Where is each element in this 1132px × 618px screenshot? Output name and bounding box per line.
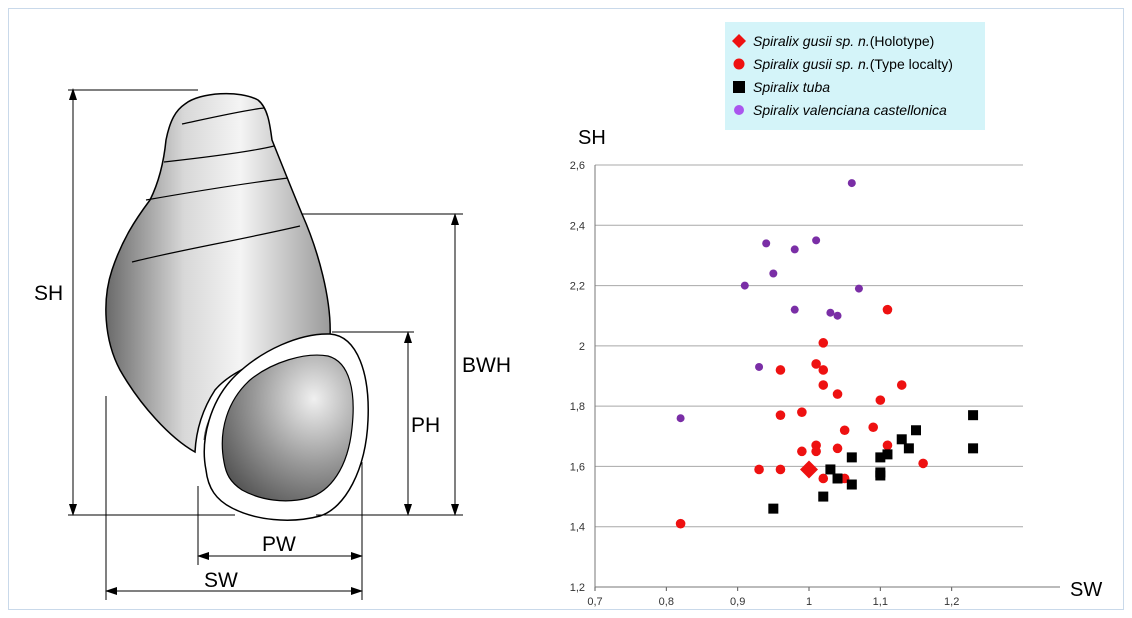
data-point (832, 389, 843, 399)
legend-species-name: Spiralix gusii sp. n. (753, 56, 870, 72)
legend-marker-square (725, 81, 753, 93)
x-tick-label: 1 (806, 596, 812, 608)
data-point (968, 410, 979, 421)
data-point (676, 414, 685, 423)
scatter-chart: 1,2 1,4 1,6 1,8 2 2,2 2,4 2,6 0,7 0,8 0,9 1 1,1 1,2 … (570, 127, 1103, 608)
data-point (797, 407, 807, 417)
data-point (818, 338, 829, 348)
legend-item-valenciana: Spiralix valenciana castellonica (725, 99, 947, 121)
data-point (768, 503, 779, 514)
x-axis-label: SW (1070, 579, 1102, 601)
data-point (911, 425, 921, 436)
legend-item-type-locality: Spiralix gusii sp. n. (Type localty) (725, 53, 953, 75)
data-point (790, 245, 799, 254)
data-point (882, 449, 893, 460)
figure-frame (8, 8, 1124, 610)
shell-body (105, 92, 331, 454)
data-points (675, 179, 979, 529)
data-point (775, 365, 786, 375)
data-point (968, 443, 979, 454)
legend-marker-circle-red (725, 58, 753, 70)
data-point (811, 359, 821, 369)
pw-label: PW (262, 533, 296, 556)
data-point (755, 362, 764, 371)
shell-diagram: SH BWH PH PW SW (34, 88, 511, 600)
data-point (818, 491, 829, 502)
legend-item-tuba: Spiralix tuba (725, 76, 830, 98)
data-point (854, 284, 863, 293)
data-point (740, 281, 749, 290)
data-point-holotype (800, 460, 818, 479)
data-point (812, 236, 821, 245)
y-tick-label: 2,6 (570, 160, 585, 172)
y-tick-labels: 1,2 1,4 1,6 1,8 2 2,2 2,4 2,6 (570, 160, 585, 594)
legend-suffix: (Type localty) (869, 56, 953, 72)
legend-species-name: Spiralix gusii sp. n. (753, 33, 870, 49)
data-point (875, 452, 886, 463)
y-axis-label: SH (578, 127, 606, 149)
y-tick-label: 1,2 (570, 582, 585, 594)
y-tick-label: 1,6 (570, 461, 585, 473)
data-point (832, 443, 843, 454)
sw-label: SW (204, 569, 238, 592)
data-point (790, 305, 799, 314)
data-point (846, 479, 857, 490)
suture-2 (163, 145, 275, 163)
x-tick-label: 1,2 (944, 596, 959, 608)
y-tick-label: 2,4 (570, 220, 585, 232)
legend-species-name: Spiralix tuba (753, 79, 831, 95)
data-point (811, 446, 821, 457)
aperture-opening (221, 354, 354, 502)
sh-label: SH (34, 282, 63, 305)
data-point (875, 395, 886, 405)
data-point (832, 473, 843, 484)
data-point (775, 464, 786, 475)
suture-1 (181, 107, 265, 125)
data-point (839, 425, 850, 436)
y-tick-label: 1,8 (570, 401, 585, 413)
x-tick-label: 0,9 (730, 596, 745, 608)
data-point (818, 365, 829, 375)
x-tick-label: 1,1 (873, 596, 888, 608)
axes (594, 165, 1060, 591)
x-tick-label: 0,8 (659, 596, 674, 608)
y-tick-label: 2 (579, 341, 585, 353)
x-tick-labels: 0,7 0,8 0,9 1 1,1 1,2 (587, 596, 959, 608)
data-point (825, 464, 836, 475)
legend-marker-diamond (725, 34, 753, 48)
data-point (818, 473, 829, 484)
suture-4 (131, 225, 301, 263)
y-tick-label: 2,2 (570, 281, 585, 293)
data-point (775, 410, 786, 420)
data-point (896, 434, 907, 445)
data-point (882, 440, 893, 451)
data-point (769, 269, 778, 278)
bwh-label: BWH (462, 354, 511, 377)
data-point (754, 464, 764, 475)
chart-legend: Spiralix gusii sp. n. (Holotype) Spirali… (725, 22, 985, 130)
legend-marker-circle-purple (725, 104, 753, 116)
data-point (903, 443, 914, 454)
data-point (826, 308, 835, 317)
legend-suffix: (Holotype) (869, 33, 935, 49)
data-point (762, 239, 771, 248)
data-point (847, 179, 856, 188)
data-point (833, 311, 842, 320)
legend-item-holotype: Spiralix gusii sp. n. (Holotype) (725, 30, 934, 52)
data-point (675, 518, 686, 529)
data-point (846, 452, 857, 463)
data-point (896, 380, 907, 390)
suture-3 (145, 177, 289, 201)
ph-label: PH (411, 414, 440, 437)
data-point (797, 446, 807, 457)
legend-species-name: Spiralix valenciana castellonica (753, 102, 947, 118)
data-point (875, 470, 886, 481)
data-point (918, 458, 928, 469)
y-tick-label: 1,4 (570, 522, 585, 534)
data-point (818, 380, 829, 390)
x-tick-label: 0,7 (587, 596, 602, 608)
data-point (882, 304, 893, 315)
data-point (868, 422, 878, 433)
